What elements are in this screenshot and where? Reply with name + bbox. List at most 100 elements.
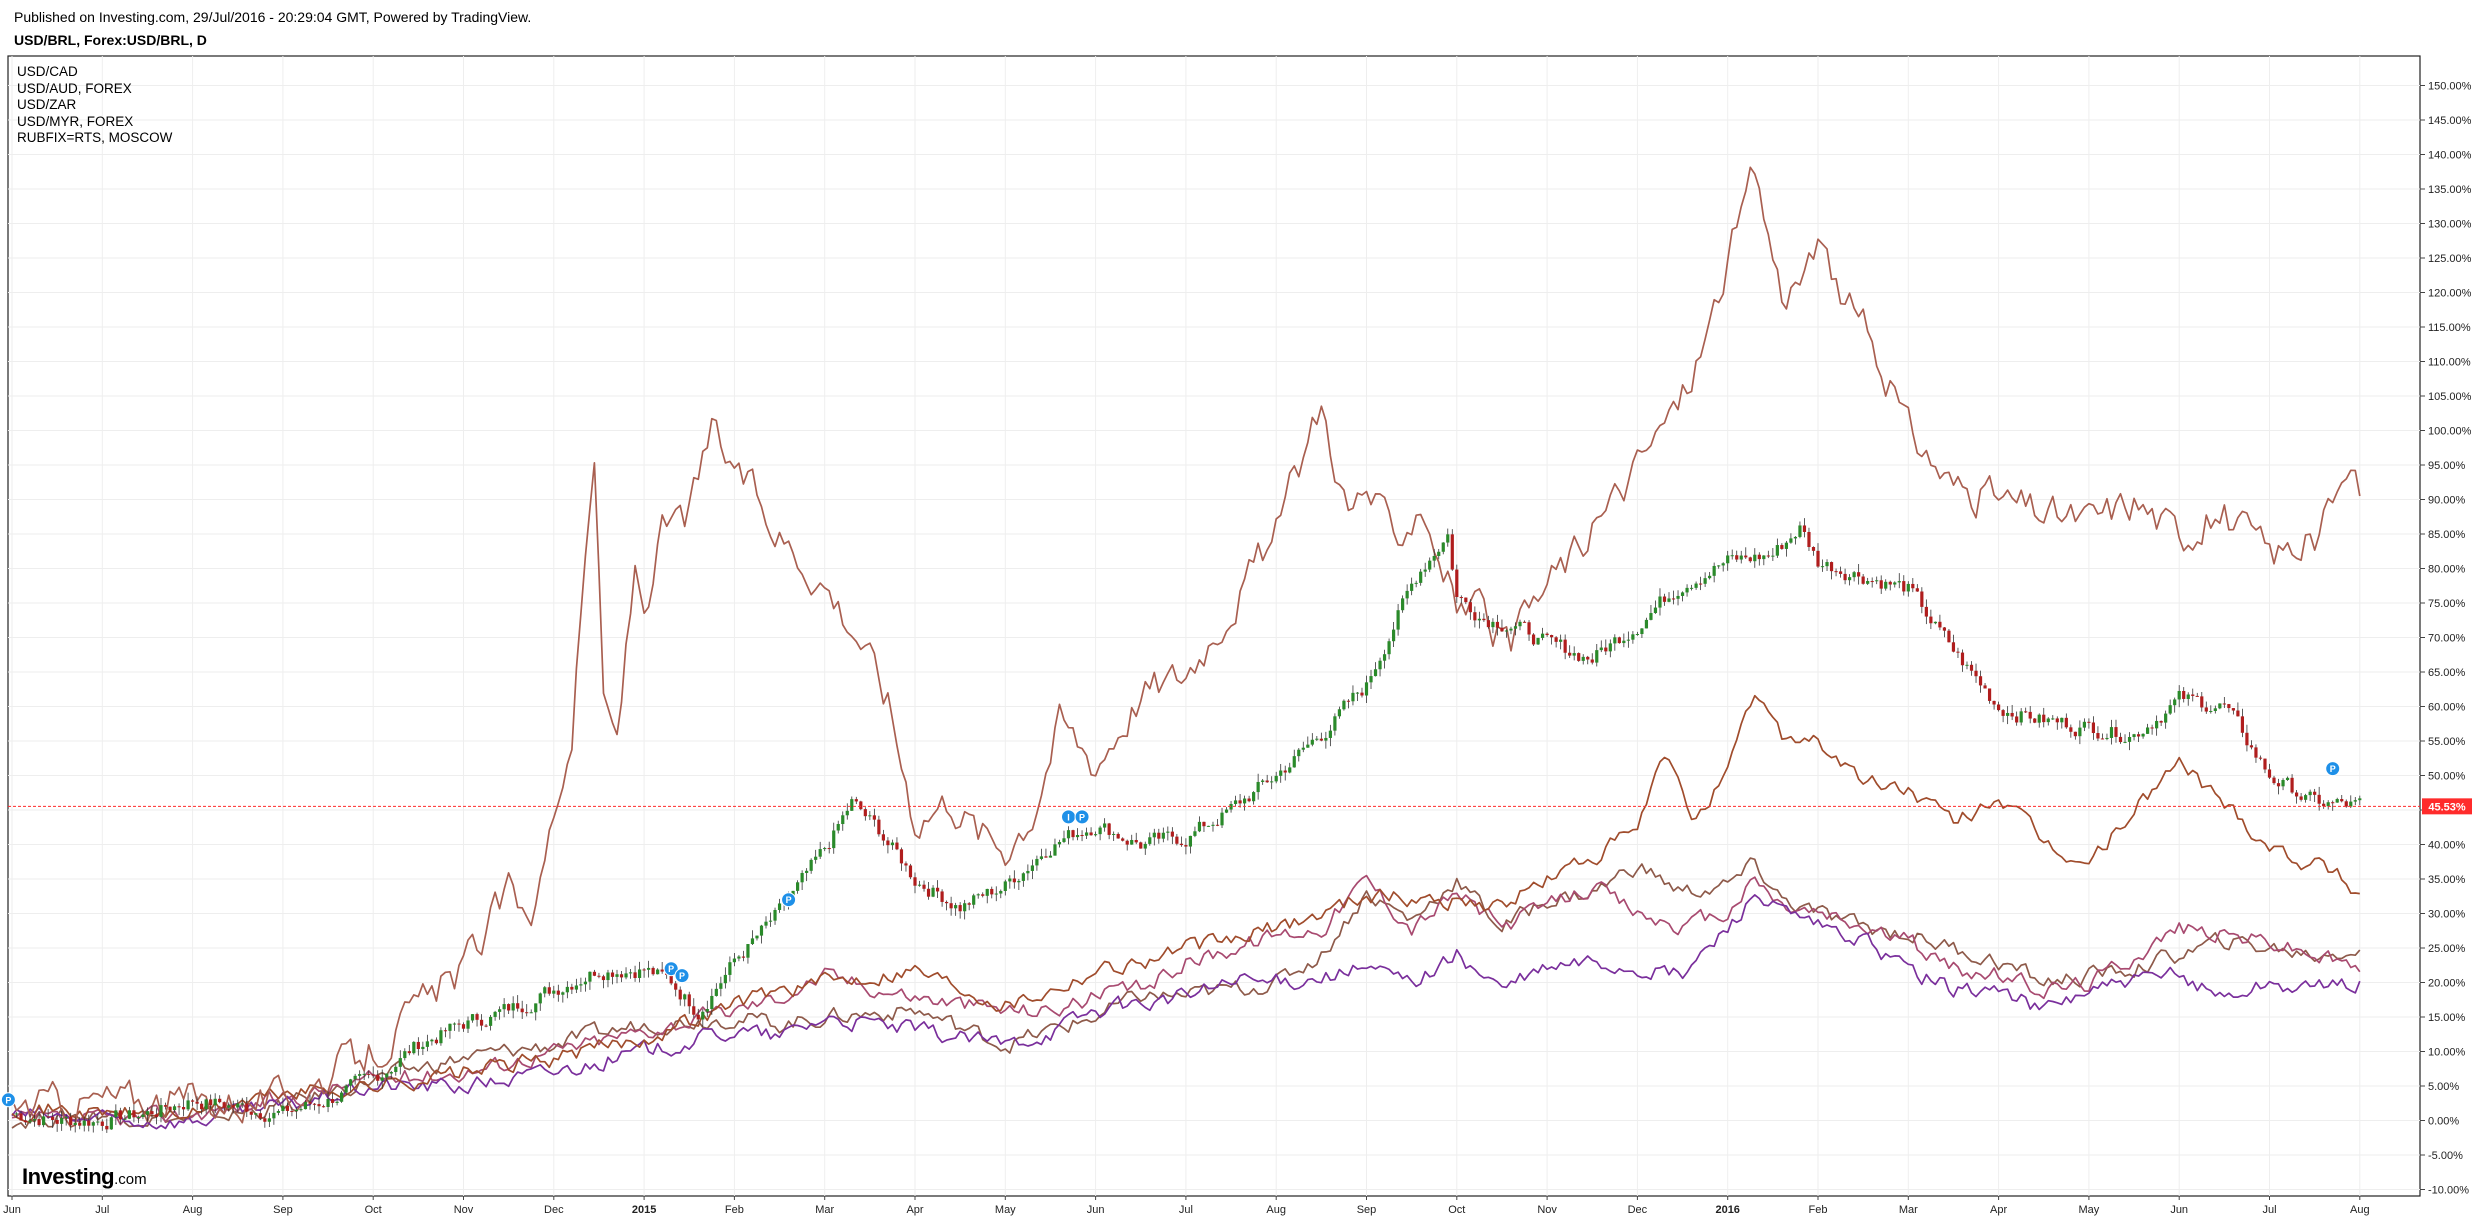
- candle-body: [308, 1102, 312, 1104]
- candle-body: [32, 1119, 37, 1121]
- series-line-usdcad: [11, 857, 2361, 1129]
- candle-body: [1035, 858, 1039, 866]
- candle-body: [1599, 647, 1603, 651]
- legend-item-usdzar[interactable]: USD/ZAR: [17, 97, 77, 113]
- candle-body: [2114, 727, 2118, 737]
- candle-body: [1915, 588, 1919, 592]
- candle-body: [14, 1113, 19, 1115]
- x-tick-label: Oct: [365, 1204, 382, 1216]
- x-tick-label: Mar: [1899, 1204, 1918, 1216]
- candle-body: [868, 815, 872, 817]
- candle-body: [1554, 637, 1558, 642]
- candle-body: [1680, 592, 1685, 596]
- candle-body: [832, 830, 836, 849]
- candle-body: [385, 1073, 389, 1078]
- candle-body: [118, 1110, 122, 1120]
- candle-body: [507, 1004, 511, 1011]
- candle-body: [1875, 580, 1879, 582]
- candle-body: [1175, 836, 1179, 844]
- y-tick-label: 120.00%: [2428, 288, 2472, 300]
- candle-body: [132, 1110, 136, 1118]
- candle-body: [556, 990, 560, 995]
- candle-body: [64, 1116, 68, 1118]
- candle-body: [981, 894, 985, 896]
- candle-body: [809, 859, 813, 871]
- candle-body: [746, 944, 750, 958]
- event-marker: [663, 961, 679, 977]
- candle-body: [1423, 569, 1427, 572]
- candle-body: [610, 972, 615, 977]
- candle-body: [470, 1014, 475, 1021]
- candle-body: [1062, 838, 1066, 842]
- candle-body: [1324, 737, 1328, 741]
- y-tick-label: 55.00%: [2428, 736, 2466, 748]
- candle-body: [1130, 839, 1134, 845]
- candle-body: [1428, 560, 1432, 570]
- legend-item-usdcad[interactable]: USD/CAD: [17, 64, 78, 79]
- candle-body: [2145, 727, 2150, 734]
- candle-body: [2168, 705, 2172, 714]
- candle-body: [159, 1105, 163, 1117]
- legend-item-usdmyr[interactable]: USD/MYR, FOREX: [17, 113, 134, 129]
- candle-body: [1279, 770, 1283, 776]
- candle-body: [999, 890, 1003, 894]
- candle-body: [312, 1103, 317, 1105]
- candle-body: [687, 994, 691, 1007]
- candle-body: [1337, 709, 1342, 717]
- candle-body: [525, 1012, 529, 1014]
- y-tick-label: 125.00%: [2428, 253, 2472, 265]
- candle-body: [863, 809, 867, 817]
- candle-body: [2096, 733, 2100, 739]
- candle-body: [1604, 647, 1608, 652]
- legend-item-rub[interactable]: RUBFIX=RTS, MOSCOW: [17, 130, 173, 146]
- y-tick-label: 5.00%: [2428, 1081, 2459, 1093]
- candle-body: [1391, 629, 1396, 642]
- candle-body: [376, 1074, 380, 1081]
- candle-body: [935, 887, 940, 892]
- y-tick-label: 35.00%: [2428, 874, 2466, 886]
- event-marker-label: P: [679, 971, 685, 981]
- candle-body: [1220, 812, 1224, 826]
- candle-body: [1852, 572, 1856, 578]
- series-legend: USD/CAD USD/AUD, FOREX USD/ZAR USD/MYR, …: [17, 64, 172, 147]
- candle-body: [1021, 873, 1025, 881]
- candle-body: [2326, 802, 2330, 807]
- candle-body: [1148, 837, 1152, 844]
- candle-body: [2046, 718, 2050, 723]
- x-tick-label: May: [2079, 1204, 2100, 1216]
- candle-body: [2010, 712, 2014, 717]
- candle-body: [218, 1098, 222, 1103]
- candle-body: [2109, 727, 2114, 738]
- candle-body: [1888, 581, 1892, 585]
- candle-body: [479, 1019, 484, 1026]
- candle-body: [1667, 598, 1671, 602]
- candle-body: [737, 956, 741, 959]
- candle-body: [547, 987, 551, 994]
- candle-body: [2281, 780, 2285, 787]
- candle-body: [1911, 583, 1915, 589]
- candle-body: [601, 976, 606, 981]
- y-tick-label: 15.00%: [2428, 1012, 2466, 1024]
- candle-body: [1161, 832, 1165, 839]
- candle-body: [561, 992, 565, 995]
- candle-body: [1708, 575, 1712, 579]
- candle-body: [1829, 562, 1834, 572]
- candle-body: [1297, 749, 1301, 757]
- candle-body: [1242, 798, 1247, 804]
- candle-body: [904, 863, 908, 866]
- candle-body: [1798, 525, 1802, 537]
- candle-body: [990, 888, 994, 895]
- candle-body: [272, 1112, 276, 1119]
- candle-body: [1080, 835, 1084, 837]
- candle-body: [2276, 783, 2281, 787]
- candle-body: [1166, 831, 1170, 833]
- candle-body: [994, 893, 998, 895]
- candle-body: [647, 967, 651, 970]
- candle-body: [2019, 711, 2023, 723]
- y-tick-label: 115.00%: [2428, 322, 2471, 334]
- x-tick-label: Sep: [273, 1204, 293, 1216]
- candle-body: [2254, 747, 2258, 758]
- legend-item-usdaud[interactable]: USD/AUD, FOREX: [17, 80, 132, 96]
- candle-body: [2173, 699, 2177, 706]
